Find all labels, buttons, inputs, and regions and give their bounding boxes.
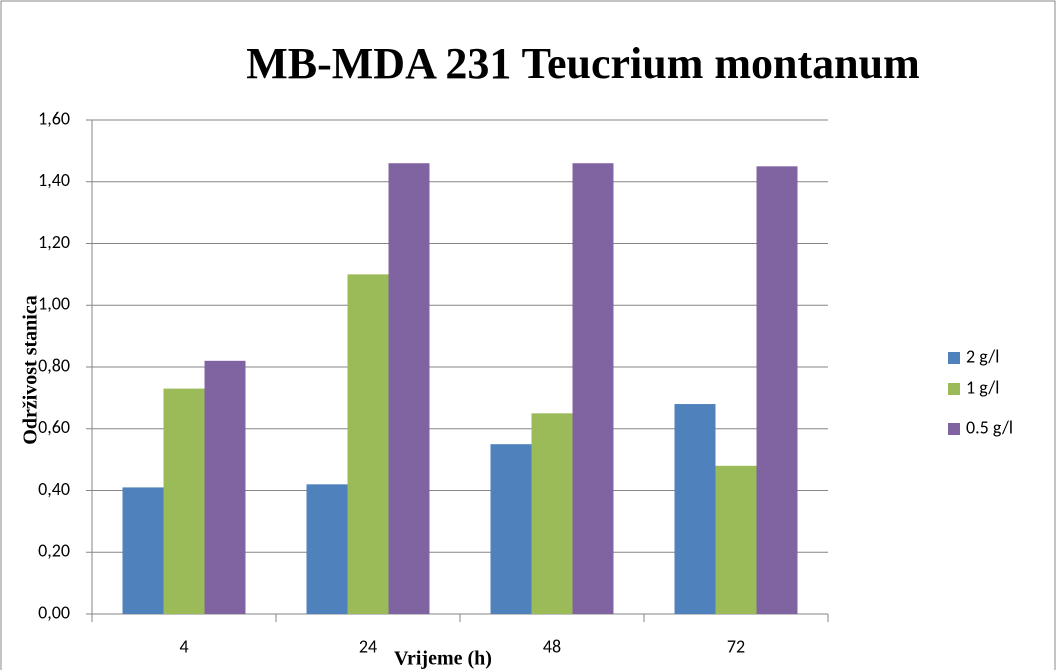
bar — [388, 163, 430, 614]
bar — [204, 360, 246, 614]
legend-label: 2 g/l — [966, 345, 999, 367]
bar — [306, 484, 348, 614]
bar — [572, 163, 614, 614]
x-axis-label: Vrijeme (h) — [394, 648, 492, 670]
legend-swatch — [948, 423, 960, 435]
bar — [715, 465, 757, 614]
x-tick-label: 4 — [179, 635, 188, 657]
bar — [490, 444, 532, 614]
legend-swatch — [948, 383, 960, 395]
y-tick-label: 1,00 — [38, 293, 70, 315]
y-tick-label: 0,80 — [38, 354, 70, 376]
x-tick-label: 24 — [359, 635, 377, 657]
bar — [756, 166, 798, 614]
legend-label: 0.5 g/l — [966, 416, 1013, 438]
y-tick-label: 1,60 — [38, 107, 70, 129]
y-tick-label: 1,20 — [38, 231, 70, 253]
bar — [531, 413, 573, 614]
bar — [674, 404, 716, 614]
y-tick-label: 0,40 — [38, 478, 70, 500]
y-tick-label: 1,40 — [38, 169, 70, 191]
x-tick-label: 48 — [543, 635, 561, 657]
y-axis-label: Održivost stanica — [20, 295, 42, 444]
y-tick-label: 0,00 — [38, 601, 70, 623]
legend-swatch — [948, 352, 960, 364]
y-tick-label: 0,60 — [38, 416, 70, 438]
bar — [347, 274, 389, 614]
chart-title: MB-MDA 231 Teucrium montanum — [246, 39, 919, 88]
legend-label: 1 g/l — [966, 376, 999, 398]
bar — [122, 487, 164, 614]
x-tick-label: 72 — [727, 635, 745, 657]
y-tick-label: 0,20 — [38, 540, 70, 562]
bar — [163, 388, 205, 614]
